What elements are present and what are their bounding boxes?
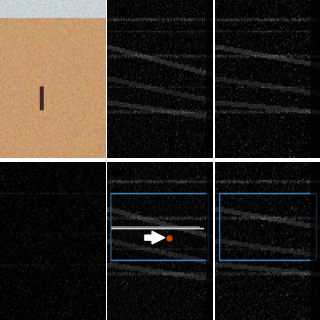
Text: (e): (e) (113, 166, 133, 179)
Text: (f): (f) (246, 166, 264, 179)
Text: (b): (b) (113, 5, 133, 18)
Text: (c): (c) (246, 5, 266, 18)
